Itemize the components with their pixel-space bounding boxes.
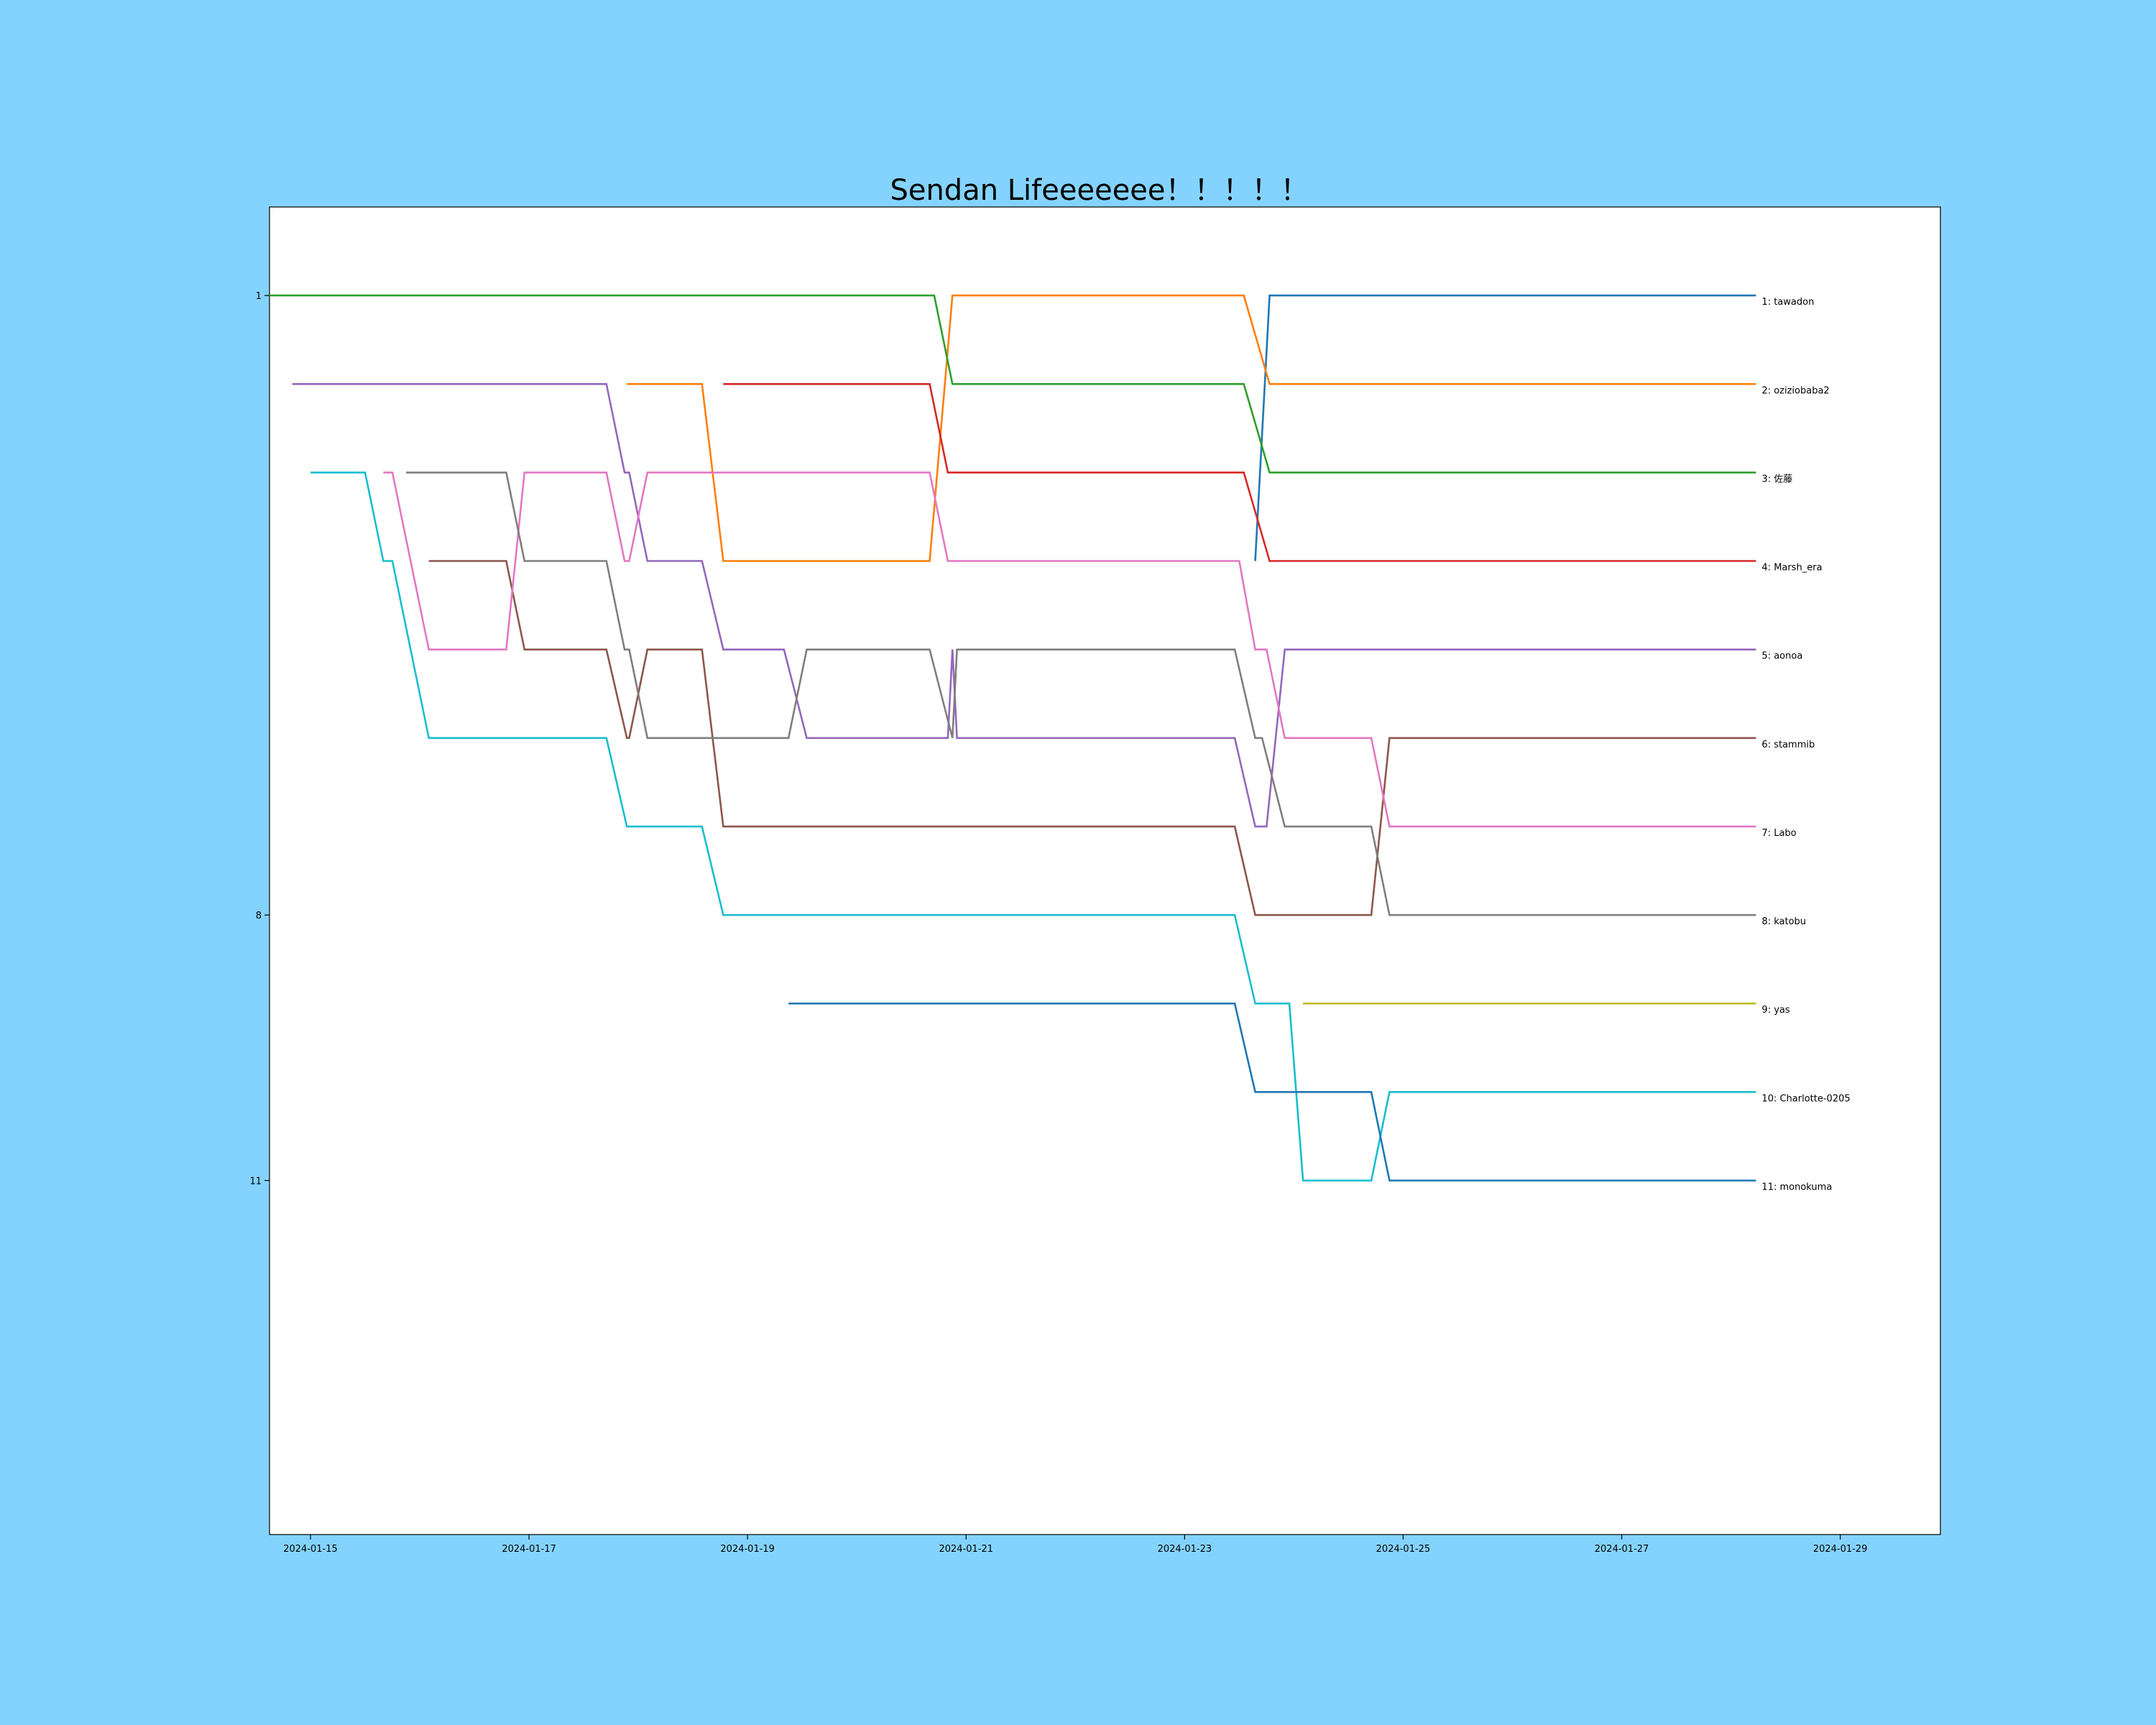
series-end-label-3: 3: 佐藤 bbox=[1761, 474, 1792, 484]
y-tick-label-2: 8 bbox=[256, 911, 262, 921]
series-end-label-2: 2: oziziobaba2 bbox=[1761, 385, 1829, 396]
x-tick-label-7: 2024-01-27 bbox=[1595, 1544, 1649, 1555]
series-line-1 bbox=[1254, 294, 1756, 561]
series-end-label-7: 7: Labo bbox=[1761, 828, 1796, 839]
series-line-6 bbox=[428, 560, 1756, 916]
series-end-label-4: 4: Marsh_era bbox=[1761, 563, 1822, 574]
series-line-10 bbox=[310, 472, 1756, 1182]
y-tick-label-3: 11 bbox=[249, 1176, 262, 1187]
x-tick-label-5: 2024-01-23 bbox=[1158, 1544, 1212, 1555]
y-tick-label-1: 1 bbox=[256, 291, 262, 302]
series-end-labels: 1: tawadon 2: oziziobaba2 3: 佐藤 4: Marsh_er… bbox=[1761, 297, 1850, 1192]
series-end-label-6: 6: stammib bbox=[1761, 740, 1815, 750]
series-end-label-8: 8: katobu bbox=[1761, 916, 1806, 927]
x-axis: 2024-01-15 2024-01-17 2024-01-19 2024-01-21… bbox=[283, 1535, 1867, 1555]
x-tick-label-1: 2024-01-15 bbox=[283, 1544, 338, 1555]
x-tick-label-2: 2024-01-17 bbox=[502, 1544, 556, 1555]
plot-area bbox=[269, 206, 1941, 1535]
series-end-label-9: 9: yas bbox=[1761, 1005, 1789, 1016]
series-end-label-5: 5: aonoa bbox=[1761, 651, 1802, 662]
series-line-2 bbox=[627, 294, 1756, 562]
x-tick-label-4: 2024-01-21 bbox=[939, 1544, 993, 1555]
x-tick-label-6: 2024-01-25 bbox=[1376, 1544, 1431, 1555]
series-end-label-10: 10: Charlotte-0205 bbox=[1761, 1093, 1850, 1104]
series-line-3 bbox=[270, 294, 1756, 474]
series-end-label-1: 1: tawadon bbox=[1761, 297, 1814, 308]
series-line-7 bbox=[383, 472, 1756, 828]
series-line-5 bbox=[292, 383, 1756, 828]
series-line-8 bbox=[406, 472, 1756, 916]
x-tick-label-3: 2024-01-19 bbox=[720, 1544, 775, 1555]
series-line-11 bbox=[788, 1002, 1756, 1182]
series-line-4 bbox=[723, 383, 1756, 562]
x-tick-label-8: 2024-01-29 bbox=[1813, 1544, 1868, 1555]
series-end-label-11: 11: monokuma bbox=[1761, 1182, 1832, 1192]
series-lines bbox=[270, 294, 1756, 1182]
chart-title: Sendan Lifeeeeeee！！！！！ bbox=[890, 174, 1309, 207]
